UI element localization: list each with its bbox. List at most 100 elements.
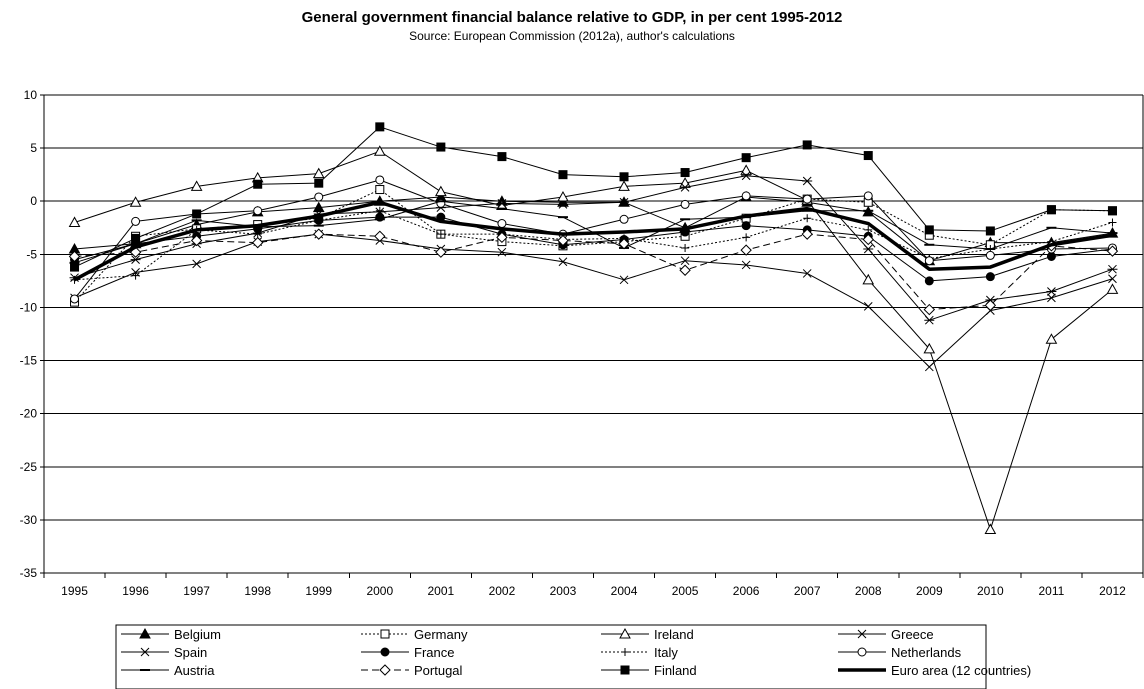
point-greece bbox=[619, 275, 629, 285]
y-tick-label: -5 bbox=[26, 247, 37, 261]
legend-label-greece: Greece bbox=[891, 627, 934, 642]
series-line-ireland bbox=[74, 150, 1113, 530]
point-greece bbox=[863, 302, 873, 311]
series-euro-area-12-countries bbox=[73, 200, 1113, 282]
point-spain bbox=[741, 171, 752, 181]
point-spain bbox=[130, 255, 141, 264]
legend-item-austria: Austria bbox=[121, 663, 215, 678]
x-tick-label: 2000 bbox=[366, 584, 393, 598]
series-line-portugal bbox=[74, 233, 1113, 311]
legend-label-euro-area-12-countries: Euro area (12 countries) bbox=[891, 663, 1031, 678]
point-finland bbox=[1046, 205, 1056, 215]
legend-label-netherlands: Netherlands bbox=[891, 645, 962, 660]
legend-marker-finland bbox=[620, 665, 630, 675]
point-finland bbox=[253, 179, 263, 189]
legend-item-portugal: Portugal bbox=[361, 663, 463, 678]
point-portugal bbox=[251, 236, 264, 249]
point-italy bbox=[131, 271, 140, 280]
point-ireland bbox=[984, 523, 997, 534]
point-portugal bbox=[923, 303, 936, 316]
y-tick-label: -20 bbox=[20, 407, 38, 421]
legend-box bbox=[115, 624, 987, 689]
x-tick-label: 2007 bbox=[794, 584, 821, 598]
point-finland bbox=[131, 233, 141, 243]
point-spain bbox=[924, 315, 935, 325]
point-spain bbox=[863, 244, 874, 254]
point-greece bbox=[192, 259, 201, 269]
series-finland bbox=[70, 122, 1117, 272]
legend-label-austria: Austria bbox=[174, 663, 215, 678]
point-portugal bbox=[313, 228, 325, 240]
point-finland bbox=[375, 122, 385, 132]
point-finland bbox=[558, 170, 568, 180]
point-greece bbox=[924, 362, 934, 372]
point-italy bbox=[681, 243, 690, 252]
series-line-france bbox=[74, 216, 1113, 282]
point-finland bbox=[680, 168, 690, 178]
point-italy bbox=[864, 225, 873, 234]
x-tick-label: 2008 bbox=[855, 584, 882, 598]
x-tick-label: 2005 bbox=[672, 584, 699, 598]
legend-marker-greece bbox=[857, 629, 867, 639]
point-ireland bbox=[435, 185, 447, 197]
point-finland bbox=[924, 225, 934, 235]
legend-marker-germany bbox=[380, 629, 390, 639]
legend-item-greece: Greece bbox=[838, 627, 934, 642]
legend-marker-portugal bbox=[379, 664, 391, 676]
point-france bbox=[985, 272, 995, 282]
point-netherlands bbox=[985, 250, 995, 260]
x-axis: 1995 1996 1997 1998 1999 2000 2001 2002 2003 2004… bbox=[43, 573, 1144, 598]
legend-marker-netherlands bbox=[857, 647, 867, 657]
point-ireland bbox=[129, 196, 142, 207]
point-netherlands bbox=[314, 192, 324, 202]
point-italy bbox=[436, 230, 445, 239]
legend: Belgium Germany Ireland Greece Spain France It… bbox=[115, 624, 1031, 689]
point-netherlands bbox=[680, 199, 690, 209]
point-ireland bbox=[740, 164, 752, 175]
point-ireland bbox=[1106, 283, 1119, 294]
legend-label-finland: Finland bbox=[654, 663, 697, 678]
legend-item-netherlands: Netherlands bbox=[838, 645, 962, 660]
x-tick-label: 2012 bbox=[1099, 584, 1126, 598]
point-france bbox=[1046, 251, 1056, 261]
point-finland bbox=[741, 153, 751, 163]
x-tick-label: 1995 bbox=[61, 584, 88, 598]
x-tick-label: 2006 bbox=[733, 584, 760, 598]
point-netherlands bbox=[619, 214, 629, 224]
point-ireland bbox=[68, 216, 81, 227]
point-netherlands bbox=[253, 206, 263, 216]
y-axis: 10 5 0 -5 -10 -15 -20 -25 -30 -35 bbox=[20, 88, 1144, 580]
point-portugal bbox=[984, 299, 997, 312]
point-ireland bbox=[923, 342, 936, 354]
series-line-netherlands bbox=[74, 179, 1113, 300]
point-netherlands bbox=[131, 216, 141, 226]
point-greece bbox=[497, 247, 507, 257]
legend-marker-ireland bbox=[619, 627, 631, 639]
y-tick-label: 0 bbox=[30, 194, 37, 208]
x-tick-label: 1998 bbox=[244, 584, 271, 598]
legend-item-germany: Germany bbox=[361, 627, 468, 642]
point-greece bbox=[558, 257, 568, 267]
point-portugal bbox=[618, 238, 630, 250]
point-finland bbox=[192, 209, 202, 219]
point-portugal bbox=[1106, 245, 1119, 257]
point-finland bbox=[70, 262, 80, 272]
series-line-finland bbox=[74, 126, 1113, 268]
point-greece bbox=[680, 256, 690, 266]
point-france bbox=[924, 276, 934, 286]
x-tick-label: 1999 bbox=[305, 584, 332, 598]
point-italy bbox=[803, 214, 812, 223]
point-italy bbox=[1108, 218, 1117, 227]
point-ireland bbox=[618, 180, 630, 191]
legend-label-portugal: Portugal bbox=[414, 663, 463, 678]
series-portugal bbox=[68, 228, 1119, 316]
point-spain bbox=[557, 200, 568, 209]
point-netherlands bbox=[863, 191, 873, 201]
point-spain bbox=[802, 176, 813, 186]
series-lines bbox=[68, 122, 1119, 534]
point-portugal bbox=[374, 230, 386, 242]
point-finland bbox=[1107, 206, 1117, 216]
x-tick-label: 2010 bbox=[977, 584, 1004, 598]
point-spain bbox=[1107, 264, 1118, 274]
